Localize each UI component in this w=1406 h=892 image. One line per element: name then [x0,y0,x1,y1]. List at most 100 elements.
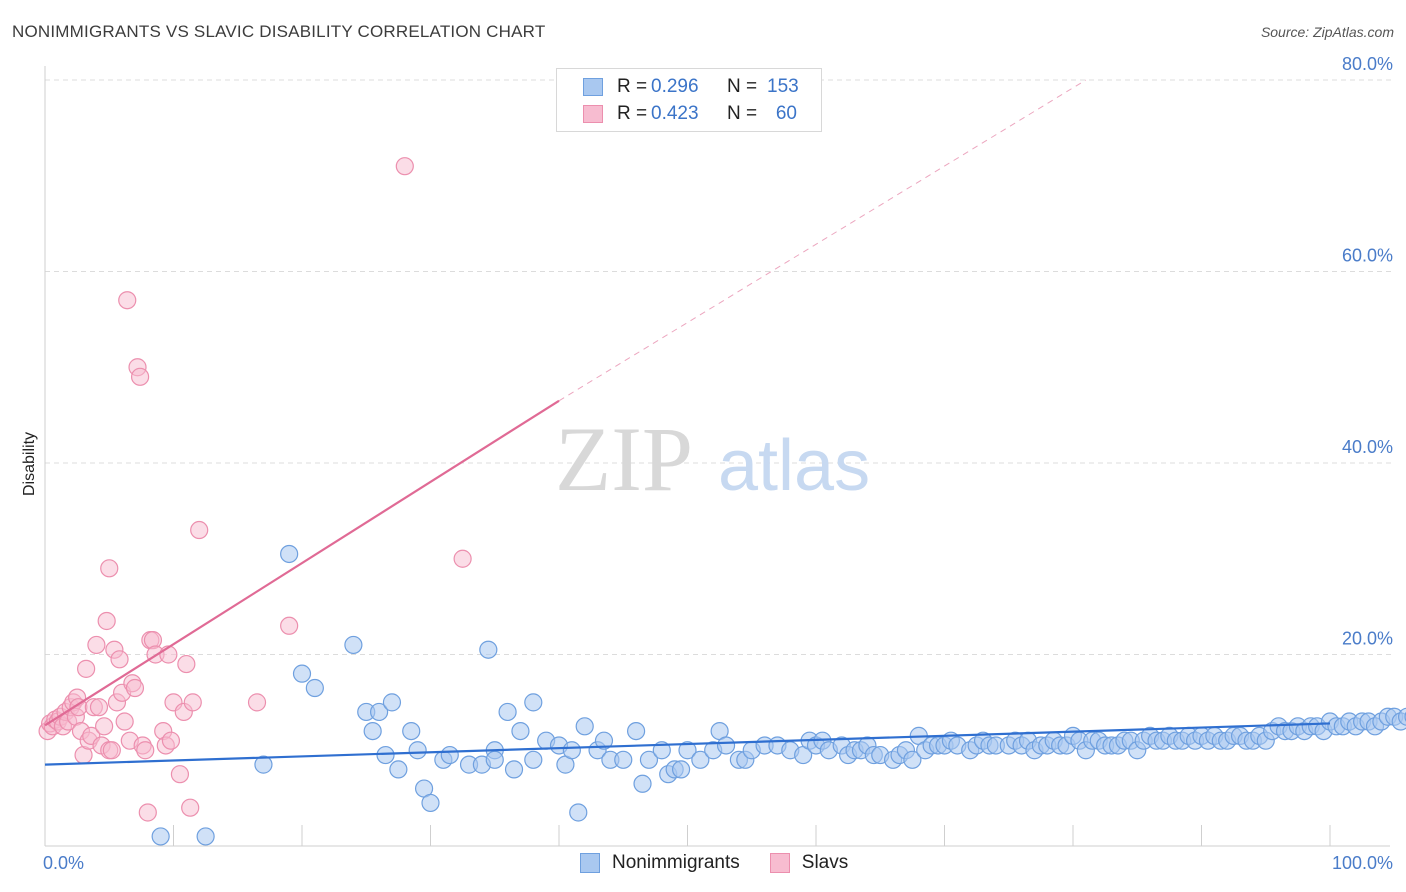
data-point-nonimmigrants [408,741,427,760]
watermark: ZIP atlas [555,408,870,510]
data-point-nonimmigrants [292,664,312,683]
data-point-slavs [170,765,190,784]
data-point-nonimmigrants [569,803,588,822]
data-point-nonimmigrants [575,717,594,736]
data-point-nonimmigrants [305,678,324,698]
watermark-zip: ZIP [555,408,693,510]
legend-label-slavs: Slavs [801,852,849,873]
data-point-nonimmigrants [504,760,524,779]
data-point-nonimmigrants [440,745,459,765]
data-point-slavs [102,741,121,760]
data-point-slavs [161,731,181,750]
legend-row-slavs: R = 0.423 N = 60 [583,102,797,126]
data-point-slavs [247,693,267,712]
legend-r-value: 0.423 [651,103,699,124]
data-point-slavs [89,698,109,717]
data-point-nonimmigrants [639,750,659,769]
data-point-slavs [97,611,116,631]
data-point-nonimmigrants [524,750,543,769]
legend-n-label: N = [727,76,758,97]
legend-swatch-blue [583,78,603,96]
data-point-nonimmigrants [376,745,395,765]
legend-row-nonimmigrants: R = 0.296 N = 153 [583,75,799,99]
legend-label-nonimmigrants: Nonimmigrants [612,852,740,873]
data-point-slavs [95,717,114,736]
data-point-slavs [87,635,106,655]
data-point-nonimmigrants [594,731,614,750]
legend-swatch-pink [583,105,603,123]
data-point-slavs [453,549,472,568]
data-point-nonimmigrants [671,760,691,779]
legend-swatch-pink [769,853,790,873]
data-point-slavs [100,559,119,578]
data-point-slavs [130,367,150,386]
data-point-nonimmigrants [280,544,299,564]
y-axis-label: Disability [21,432,38,496]
data-point-nonimmigrants [196,827,215,846]
data-point-nonimmigrants [903,750,922,769]
data-point-nonimmigrants [479,640,498,659]
source-label: Source: ZipAtlas.com [1260,24,1394,40]
data-point-nonimmigrants [1398,707,1406,726]
chart-title: NONIMMIGRANTS VS SLAVIC DISABILITY CORRE… [12,22,546,41]
data-point-nonimmigrants [402,721,421,741]
y-tick-label: 60.0% [1342,246,1393,266]
y-tick-label: 40.0% [1342,437,1393,457]
data-point-nonimmigrants [382,693,402,712]
legend: R = 0.296 N = 153 R = 0.423 N = 60 [556,68,822,132]
data-point-nonimmigrants [421,793,440,813]
data-point-slavs [136,741,155,760]
data-point-nonimmigrants [614,750,633,769]
trend-line-slavs-extension [558,79,1087,402]
data-point-slavs [138,803,157,822]
data-point-nonimmigrants [678,741,697,760]
x-tick-label: 100.0% [1332,853,1393,873]
slavs-points [38,157,472,822]
data-point-slavs [181,798,200,817]
data-point-nonimmigrants [254,755,273,774]
gridlines [45,79,1392,655]
data-point-slavs [115,712,134,731]
legend-n-value: 60 [775,103,797,124]
data-point-nonimmigrants [370,702,389,722]
data-point-slavs [177,654,196,674]
tick-labels: 20.0% 40.0% 60.0% 80.0% 0.0% 100.0% [43,54,1393,873]
data-point-slavs [183,693,202,712]
trend-line-nonimmigrants [44,722,1331,766]
nonimmigrants-points [151,544,1406,846]
data-point-slavs [125,678,145,698]
data-point-nonimmigrants [633,774,652,793]
data-point-nonimmigrants [389,760,408,779]
data-point-slavs [118,291,137,310]
data-point-nonimmigrants [498,702,517,722]
data-point-nonimmigrants [562,741,581,760]
data-point-nonimmigrants [344,635,363,655]
watermark-atlas: atlas [718,426,870,506]
legend-swatch-blue [580,853,600,873]
x-tick-label: 0.0% [43,853,84,873]
data-point-nonimmigrants [716,736,736,755]
data-point-nonimmigrants [524,693,543,712]
legend-r-label: R = [617,76,648,97]
trend-lines [44,79,1331,766]
data-point-slavs [77,659,96,678]
data-point-nonimmigrants [485,750,504,769]
legend-r-label: R = [617,103,648,124]
legend-r-value: 0.296 [651,76,699,97]
legend-n-label: N = [727,103,758,124]
trend-line-slavs [44,399,560,727]
legend-item-nonimmigrants[interactable]: Nonimmigrants [580,852,740,874]
data-point-slavs [190,520,209,540]
data-point-nonimmigrants [363,721,382,741]
data-point-slavs [280,616,299,635]
legend-item-slavs[interactable]: Slavs [769,852,849,874]
legend-n-value: 153 [767,76,799,97]
data-point-slavs [110,650,129,669]
data-point-nonimmigrants [626,721,646,741]
data-point-slavs [395,157,414,176]
data-point-nonimmigrants [151,827,170,846]
data-point-nonimmigrants [691,750,710,769]
y-tick-label: 20.0% [1342,629,1393,649]
series-legend: Nonimmigrants Slavs [580,852,878,874]
